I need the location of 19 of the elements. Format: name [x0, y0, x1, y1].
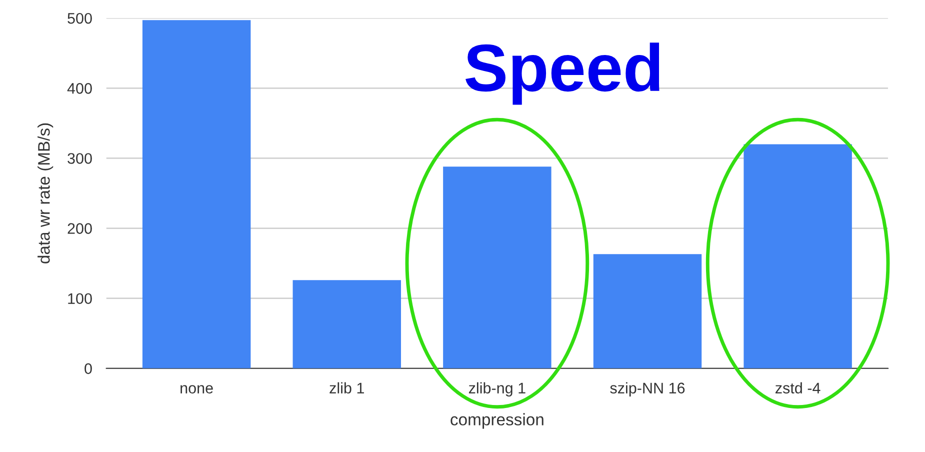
y-tick-label: 100 [68, 293, 92, 304]
bar [142, 20, 251, 368]
bar [744, 144, 852, 368]
x-tick-label: none [180, 385, 213, 394]
y-tick-label: 0 [84, 363, 92, 374]
y-tick-label: 400 [67, 83, 92, 94]
x-tick-label: zstd -4 [776, 382, 820, 394]
x-tick-label: szip-NN 16 [610, 382, 685, 397]
bar [292, 280, 401, 368]
y-tick-label: 500 [68, 12, 92, 24]
x-tick-label: zlib-ng 1 [468, 382, 526, 397]
bar [443, 166, 552, 368]
y-tick-label: 300 [68, 153, 92, 164]
x-axis-title: compression [450, 413, 544, 429]
y-tick-label: 200 [68, 223, 92, 234]
bar [593, 254, 702, 368]
chart-title: Speed [466, 42, 660, 105]
x-tick-label: zlib 1 [330, 382, 364, 394]
y-axis-title: data wr rate (MB/s) [38, 123, 54, 264]
